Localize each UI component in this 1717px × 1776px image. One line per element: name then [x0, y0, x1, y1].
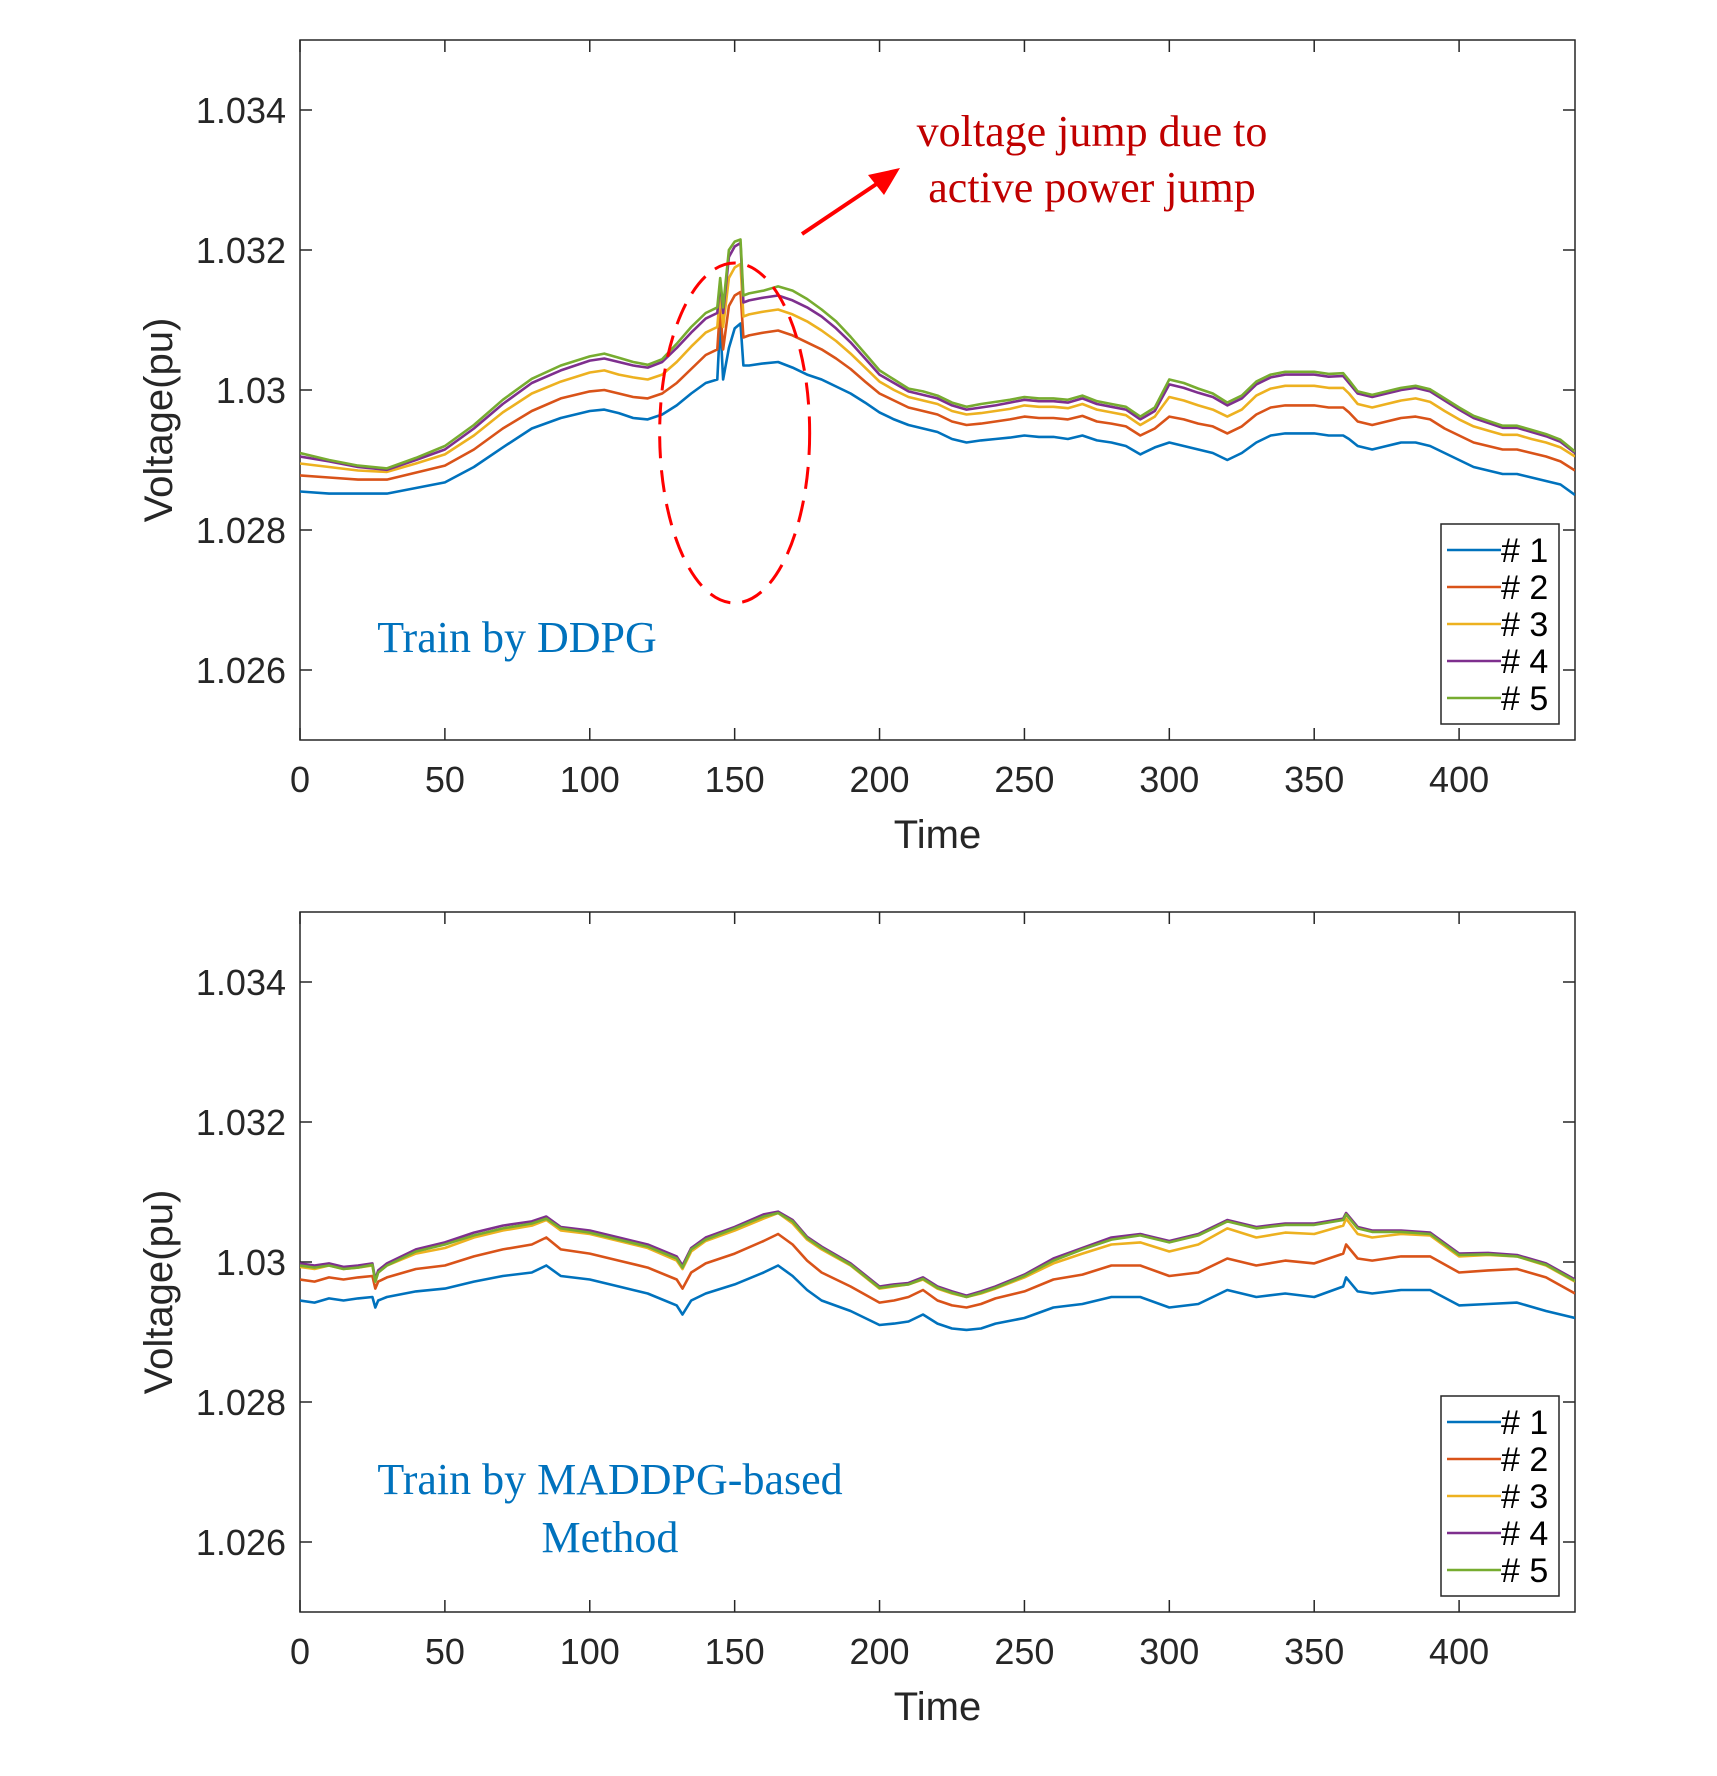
- legend-label: # 4: [1501, 1515, 1548, 1553]
- legend-label: # 3: [1501, 606, 1548, 644]
- y-tick-label: 1.032: [196, 230, 286, 271]
- legend-label: # 3: [1501, 1478, 1548, 1516]
- x-tick-label: 300: [1139, 759, 1199, 800]
- jump-annotation-line1: voltage jump due to: [917, 107, 1268, 156]
- jump-annotation-line2: active power jump: [928, 163, 1255, 212]
- legend: # 1# 2# 3# 4# 5: [1440, 523, 1560, 725]
- legend-label: # 5: [1501, 680, 1548, 718]
- x-tick-label: 400: [1429, 1631, 1489, 1672]
- legend-label: # 5: [1501, 1552, 1548, 1590]
- y-tick-label: 1.028: [196, 1382, 286, 1423]
- series-line-3: [300, 262, 1575, 474]
- x-tick-label: 200: [850, 1631, 910, 1672]
- series-group: [300, 1210, 1575, 1332]
- legend-label: # 2: [1501, 1441, 1548, 1479]
- x-tick-label: 400: [1429, 759, 1489, 800]
- legend-label: # 1: [1501, 532, 1548, 570]
- x-axis-label: Time: [894, 1685, 981, 1729]
- y-tick-label: 1.034: [196, 962, 286, 1003]
- y-axis-label: Voltage(pu): [137, 318, 181, 523]
- x-tick-label: 0: [290, 1631, 310, 1672]
- x-tick-label: 0: [290, 759, 310, 800]
- x-tick-label: 150: [705, 759, 765, 800]
- y-tick-label: 1.034: [196, 90, 286, 131]
- method-annotation-line1: Train by MADDPG-based: [377, 1455, 842, 1504]
- series-line-5: [300, 238, 1575, 470]
- series-line-4: [300, 1210, 1575, 1297]
- y-tick-label: 1.028: [196, 510, 286, 551]
- x-tick-label: 350: [1284, 759, 1344, 800]
- jump-arrow-shaft: [800, 181, 880, 236]
- plot-area: [299, 911, 1576, 1613]
- jump-highlight-ellipse: [658, 261, 812, 605]
- legend-label: # 1: [1501, 1404, 1548, 1442]
- x-tick-label: 300: [1139, 1631, 1199, 1672]
- series-line-5: [300, 1211, 1575, 1299]
- series-line-4: [300, 241, 1575, 472]
- y-tick-label: 1.032: [196, 1102, 286, 1143]
- series-group: [300, 238, 1575, 497]
- chart-ddpg: 0 50 100 150 200 250 300 350 400 1.026 1.028 1.03 1.…: [137, 39, 1576, 857]
- y-axis-label: Voltage(pu): [137, 1190, 181, 1395]
- series-line-2: [300, 290, 1575, 481]
- x-tick-label: 100: [560, 759, 620, 800]
- series-line-3: [300, 1211, 1575, 1299]
- y-tick-label: 1.026: [196, 650, 286, 691]
- y-tick-label: 1.03: [216, 370, 286, 411]
- method-annotation: Train by DDPG: [377, 613, 657, 662]
- chart-maddpg: 0 50 100 150 200 250 300 350 400 1.026 1.028 1.03 1.…: [137, 911, 1576, 1729]
- y-tick-label: 1.026: [196, 1522, 286, 1563]
- series-line-1: [300, 320, 1575, 497]
- jump-arrow-head: [868, 168, 900, 195]
- series-line-1: [300, 1264, 1575, 1332]
- y-tick-label: 1.03: [216, 1242, 286, 1283]
- legend-label: # 4: [1501, 643, 1548, 681]
- legend: # 1# 2# 3# 4# 5: [1440, 1395, 1560, 1597]
- legend-label: # 2: [1501, 569, 1548, 607]
- x-tick-label: 50: [425, 759, 465, 800]
- method-annotation-line2: Method: [542, 1513, 679, 1562]
- x-tick-label: 250: [994, 1631, 1054, 1672]
- x-axis-label: Time: [894, 813, 981, 857]
- x-tick-label: 100: [560, 1631, 620, 1672]
- x-tick-label: 250: [994, 759, 1054, 800]
- x-tick-label: 200: [850, 759, 910, 800]
- x-tick-label: 350: [1284, 1631, 1344, 1672]
- series-line-2: [300, 1232, 1575, 1309]
- x-tick-label: 150: [705, 1631, 765, 1672]
- x-tick-label: 50: [425, 1631, 465, 1672]
